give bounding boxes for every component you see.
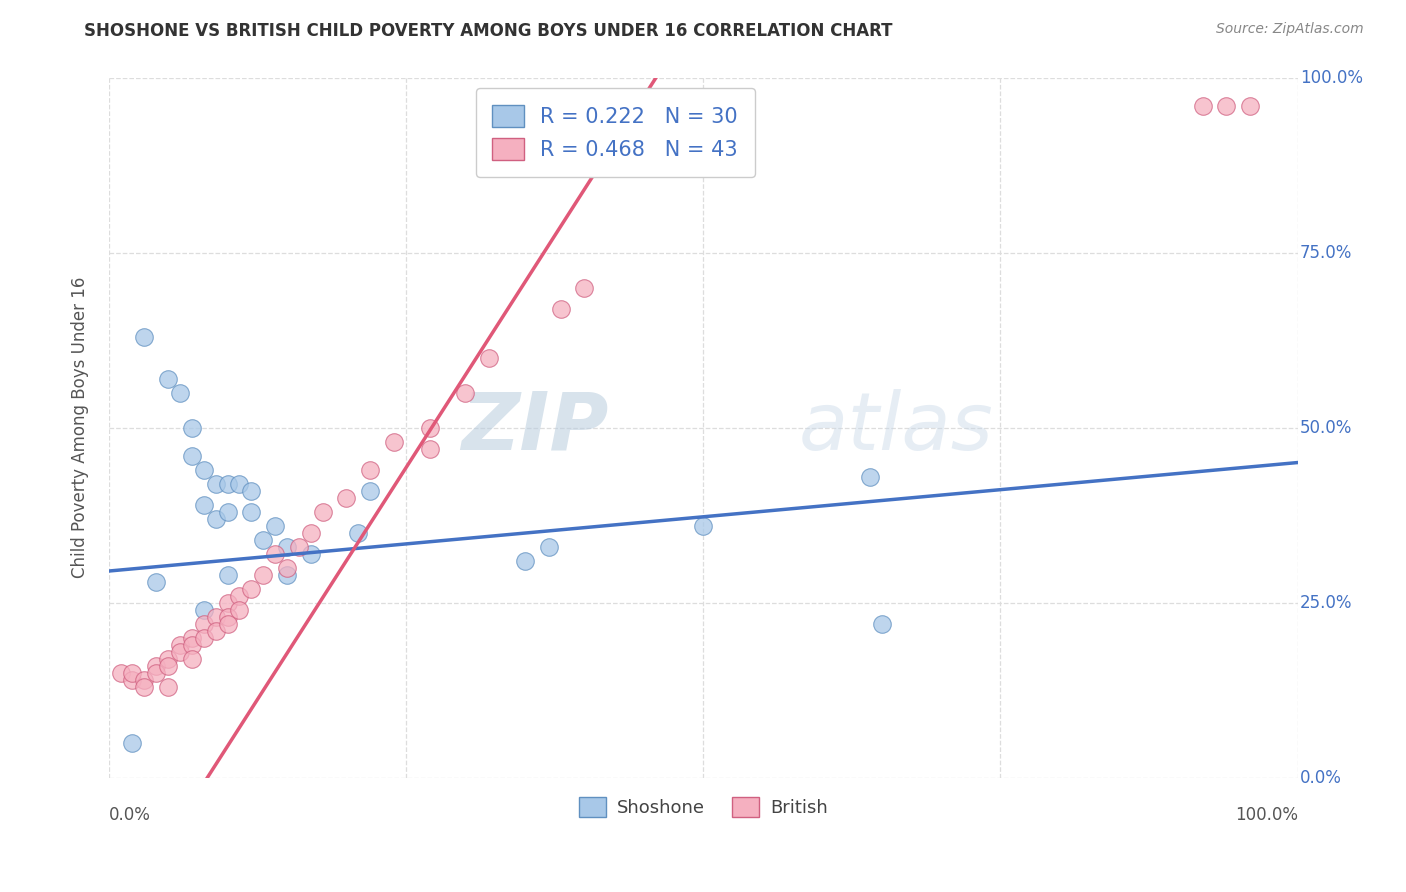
Point [692,518,714,533]
Point [240,483,263,498]
Point [193,462,215,476]
Point [513,553,536,567]
Point [240,582,263,596]
Point [134,680,156,694]
Point [537,540,560,554]
Point [574,280,596,294]
Point [276,540,298,554]
Text: ZIP: ZIP [461,389,607,467]
Point [180,651,202,665]
Point [1215,98,1237,112]
Point [276,567,298,582]
Point [121,665,143,680]
Text: 0.0%: 0.0% [1301,769,1341,787]
Point [110,665,132,680]
Point [180,449,202,463]
Point [252,533,274,547]
Point [204,476,226,491]
Point [252,567,274,582]
Point [193,498,215,512]
Point [180,638,202,652]
Point [204,624,226,638]
Point [264,518,287,533]
Point [217,616,239,631]
Text: SHOSHONE VS BRITISH CHILD POVERTY AMONG BOYS UNDER 16 CORRELATION CHART: SHOSHONE VS BRITISH CHILD POVERTY AMONG … [84,22,893,40]
Point [217,596,239,610]
Point [359,483,381,498]
Point [204,609,226,624]
Point [859,469,882,483]
Legend: Shoshone, British: Shoshone, British [572,790,835,824]
Point [335,491,357,505]
Point [288,540,311,554]
Point [169,385,191,400]
Point [299,525,322,540]
Point [145,665,167,680]
Point [299,547,322,561]
Text: 100.0%: 100.0% [1301,69,1362,87]
Point [193,616,215,631]
Point [382,434,405,449]
Point [193,631,215,645]
Point [228,589,250,603]
Point [169,638,191,652]
Text: 0.0%: 0.0% [108,805,150,823]
Point [240,504,263,518]
Text: 50.0%: 50.0% [1301,418,1353,436]
Point [1239,98,1261,112]
Text: 25.0%: 25.0% [1301,593,1353,612]
Point [121,673,143,687]
Point [264,547,287,561]
Point [121,735,143,749]
Point [217,609,239,624]
Point [217,567,239,582]
Point [550,301,572,316]
Point [134,673,156,687]
Point [145,574,167,589]
Text: 100.0%: 100.0% [1234,805,1298,823]
Point [419,420,441,434]
Point [157,651,180,665]
Point [193,602,215,616]
Point [228,602,250,616]
Point [217,504,239,518]
Point [1191,98,1213,112]
Point [217,476,239,491]
Point [157,680,180,694]
Point [157,371,180,385]
Text: Source: ZipAtlas.com: Source: ZipAtlas.com [1216,22,1364,37]
Point [870,616,893,631]
Y-axis label: Child Poverty Among Boys Under 16: Child Poverty Among Boys Under 16 [72,277,89,578]
Point [419,442,441,456]
Point [134,329,156,343]
Point [228,476,250,491]
Point [180,420,202,434]
Point [359,462,381,476]
Point [169,644,191,658]
Point [347,525,370,540]
Point [145,658,167,673]
Text: atlas: atlas [799,389,993,467]
Point [276,560,298,574]
Point [478,351,501,365]
Point [157,658,180,673]
Point [312,504,335,518]
Point [204,511,226,525]
Point [180,631,202,645]
Point [454,385,477,400]
Text: 75.0%: 75.0% [1301,244,1353,261]
